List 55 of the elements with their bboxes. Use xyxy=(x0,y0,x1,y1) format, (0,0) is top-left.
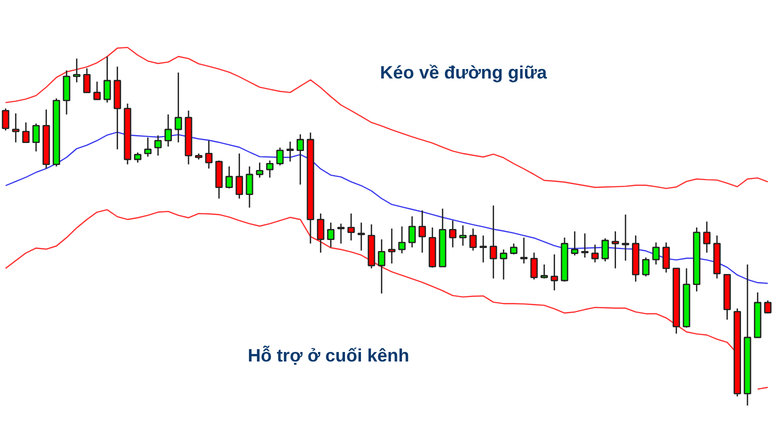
candlestick xyxy=(93,80,101,100)
candlestick xyxy=(266,160,274,178)
candlestick xyxy=(601,238,609,262)
candlestick xyxy=(104,56,111,104)
candlestick xyxy=(540,264,548,280)
candlestick xyxy=(510,242,518,256)
candlestick xyxy=(2,108,10,132)
candlestick xyxy=(449,220,456,248)
candlestick xyxy=(32,122,40,152)
candlestick xyxy=(154,134,162,156)
candlestick xyxy=(612,230,620,269)
candlestick xyxy=(225,166,233,190)
candlestick xyxy=(581,232,589,258)
candlestick xyxy=(550,254,558,291)
candlestick xyxy=(286,141,294,162)
candlestick xyxy=(408,216,416,248)
candlestick xyxy=(622,214,630,262)
candlestick xyxy=(378,238,386,294)
candlestick xyxy=(480,234,487,264)
candlestick xyxy=(134,152,142,164)
candlestick xyxy=(347,212,355,242)
candlestick xyxy=(327,222,334,248)
candlestick xyxy=(764,300,772,314)
annotation: Kéo về đường giữa xyxy=(380,62,548,82)
candlestick xyxy=(469,228,477,252)
candlestick xyxy=(12,112,20,144)
candlestick xyxy=(459,224,467,246)
candlestick xyxy=(164,114,172,148)
candlestick xyxy=(490,204,498,280)
candlestick xyxy=(591,244,599,264)
candlestick xyxy=(73,58,80,83)
candlestick xyxy=(144,136,152,158)
candlestick xyxy=(205,140,213,170)
candlestick xyxy=(520,236,528,264)
candlestick xyxy=(530,252,538,280)
candlestick xyxy=(316,212,324,254)
candlestick xyxy=(236,152,244,200)
candlestick xyxy=(418,210,426,254)
candlestick xyxy=(500,248,508,280)
candlestick xyxy=(358,222,365,252)
candlestick xyxy=(642,256,650,278)
candlestick xyxy=(398,226,406,254)
candlestick xyxy=(571,230,578,256)
candlestick xyxy=(662,242,670,274)
candlestick xyxy=(22,122,30,144)
candlestick xyxy=(256,162,264,178)
candlestick xyxy=(296,134,304,186)
candlestick xyxy=(174,72,182,144)
candlestick xyxy=(276,146,284,166)
annotation: Hỗ trợ ở cuối kênh xyxy=(248,346,410,366)
candlestick xyxy=(652,242,660,266)
candlestick xyxy=(246,166,254,208)
candlestick xyxy=(83,68,91,94)
candlestick xyxy=(703,220,711,254)
candlestick xyxy=(388,228,396,264)
